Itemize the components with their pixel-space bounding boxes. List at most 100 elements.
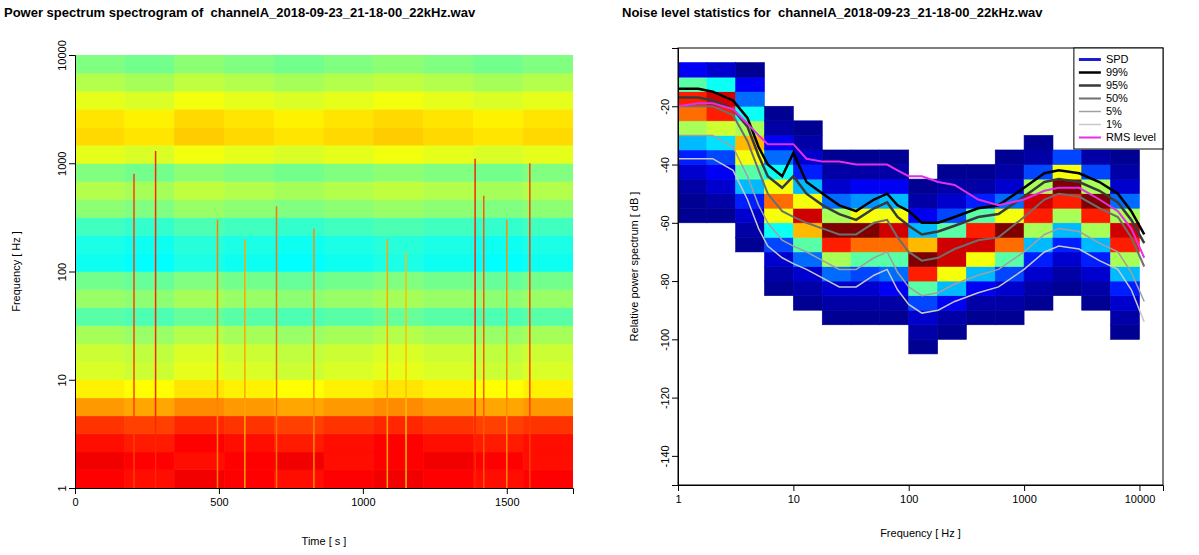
cell — [274, 272, 324, 290]
spd-cell — [678, 150, 707, 165]
cell — [125, 73, 175, 91]
cell — [324, 398, 374, 416]
tick-mark — [507, 488, 508, 494]
cell — [324, 452, 374, 470]
cell — [125, 253, 175, 271]
spd-cell — [851, 179, 880, 194]
cell — [424, 91, 474, 109]
cell — [473, 308, 523, 326]
x-axis-title: Frequency [ Hz ] — [880, 527, 961, 539]
spd-cell — [966, 92, 995, 107]
cell — [523, 452, 573, 470]
cell — [75, 308, 125, 326]
spd-cell — [966, 296, 995, 311]
cell — [125, 380, 175, 398]
cell — [473, 55, 523, 73]
tick-mark — [672, 223, 678, 224]
spd-cell — [678, 223, 707, 238]
spd-cell — [938, 339, 967, 354]
cell — [473, 416, 523, 434]
spd-cell — [793, 296, 822, 311]
spd-cell — [966, 63, 995, 78]
cell — [125, 308, 175, 326]
spd-cell — [851, 165, 880, 180]
cell — [224, 109, 274, 127]
cell — [224, 253, 274, 271]
spd-cell — [1111, 325, 1140, 340]
tick-mark — [69, 380, 75, 381]
tick: 1000 — [351, 488, 375, 508]
legend-box — [1074, 48, 1163, 149]
spd-cell — [793, 77, 822, 92]
cell — [424, 217, 474, 235]
spd-cell — [764, 106, 793, 121]
spd-cell — [938, 281, 967, 296]
spd-cell — [880, 179, 909, 194]
spd-cell — [678, 165, 707, 180]
cell — [374, 290, 424, 308]
series-line — [678, 159, 1144, 322]
cell — [324, 109, 374, 127]
plot-area — [75, 55, 573, 488]
legend-label: RMS level — [1106, 131, 1156, 143]
y-axis: 110100100010000 — [56, 40, 76, 491]
spd-cell — [793, 237, 822, 252]
spd-cell — [764, 92, 793, 107]
cell — [374, 416, 424, 434]
cell — [125, 217, 175, 235]
spd-cell — [938, 179, 967, 194]
cell — [324, 416, 374, 434]
event-line — [276, 206, 278, 488]
cell — [324, 362, 374, 380]
spd-cell — [909, 106, 938, 121]
event-line — [405, 252, 407, 488]
axis-line — [679, 486, 1164, 492]
spd-cell — [1082, 281, 1111, 296]
cell — [473, 181, 523, 199]
spd-cell — [938, 267, 967, 282]
cell — [175, 199, 225, 217]
spd-cell — [995, 339, 1024, 354]
legend-label: 95% — [1106, 79, 1128, 91]
spd-cell — [880, 92, 909, 107]
spd-cell — [995, 77, 1024, 92]
cell — [374, 236, 424, 254]
cell — [125, 470, 175, 488]
spd-cell — [938, 165, 967, 180]
cell — [374, 398, 424, 416]
spd-cell — [764, 77, 793, 92]
cell — [324, 290, 374, 308]
spd-cell — [1024, 106, 1053, 121]
spd-cell — [678, 267, 707, 282]
cell — [424, 326, 474, 344]
tick-label: 1000 — [56, 152, 68, 176]
spd-cell — [1024, 296, 1053, 311]
spd-cell — [851, 252, 880, 267]
spd-cell — [736, 281, 765, 296]
spd-cell — [938, 135, 967, 150]
spd-cell — [822, 77, 851, 92]
cell — [523, 380, 573, 398]
cell — [75, 362, 125, 380]
spd-cell — [995, 325, 1024, 340]
cell — [523, 73, 573, 91]
cell — [175, 55, 225, 73]
spd-cell — [966, 223, 995, 238]
spd-cell — [995, 63, 1024, 78]
spd-cell — [707, 194, 736, 209]
spd-cell — [1053, 310, 1082, 325]
cell — [424, 398, 474, 416]
spd-cell — [995, 223, 1024, 238]
spd-cell — [1024, 208, 1053, 223]
legend-swatch — [1079, 111, 1101, 113]
cell — [125, 290, 175, 308]
spd-cell — [851, 77, 880, 92]
spd-cell — [938, 121, 967, 136]
spd-cell — [966, 310, 995, 325]
spd-cell — [851, 296, 880, 311]
cell — [424, 73, 474, 91]
cell — [274, 434, 324, 452]
cell — [125, 434, 175, 452]
spd-cell — [1053, 237, 1082, 252]
spd-cell — [764, 296, 793, 311]
